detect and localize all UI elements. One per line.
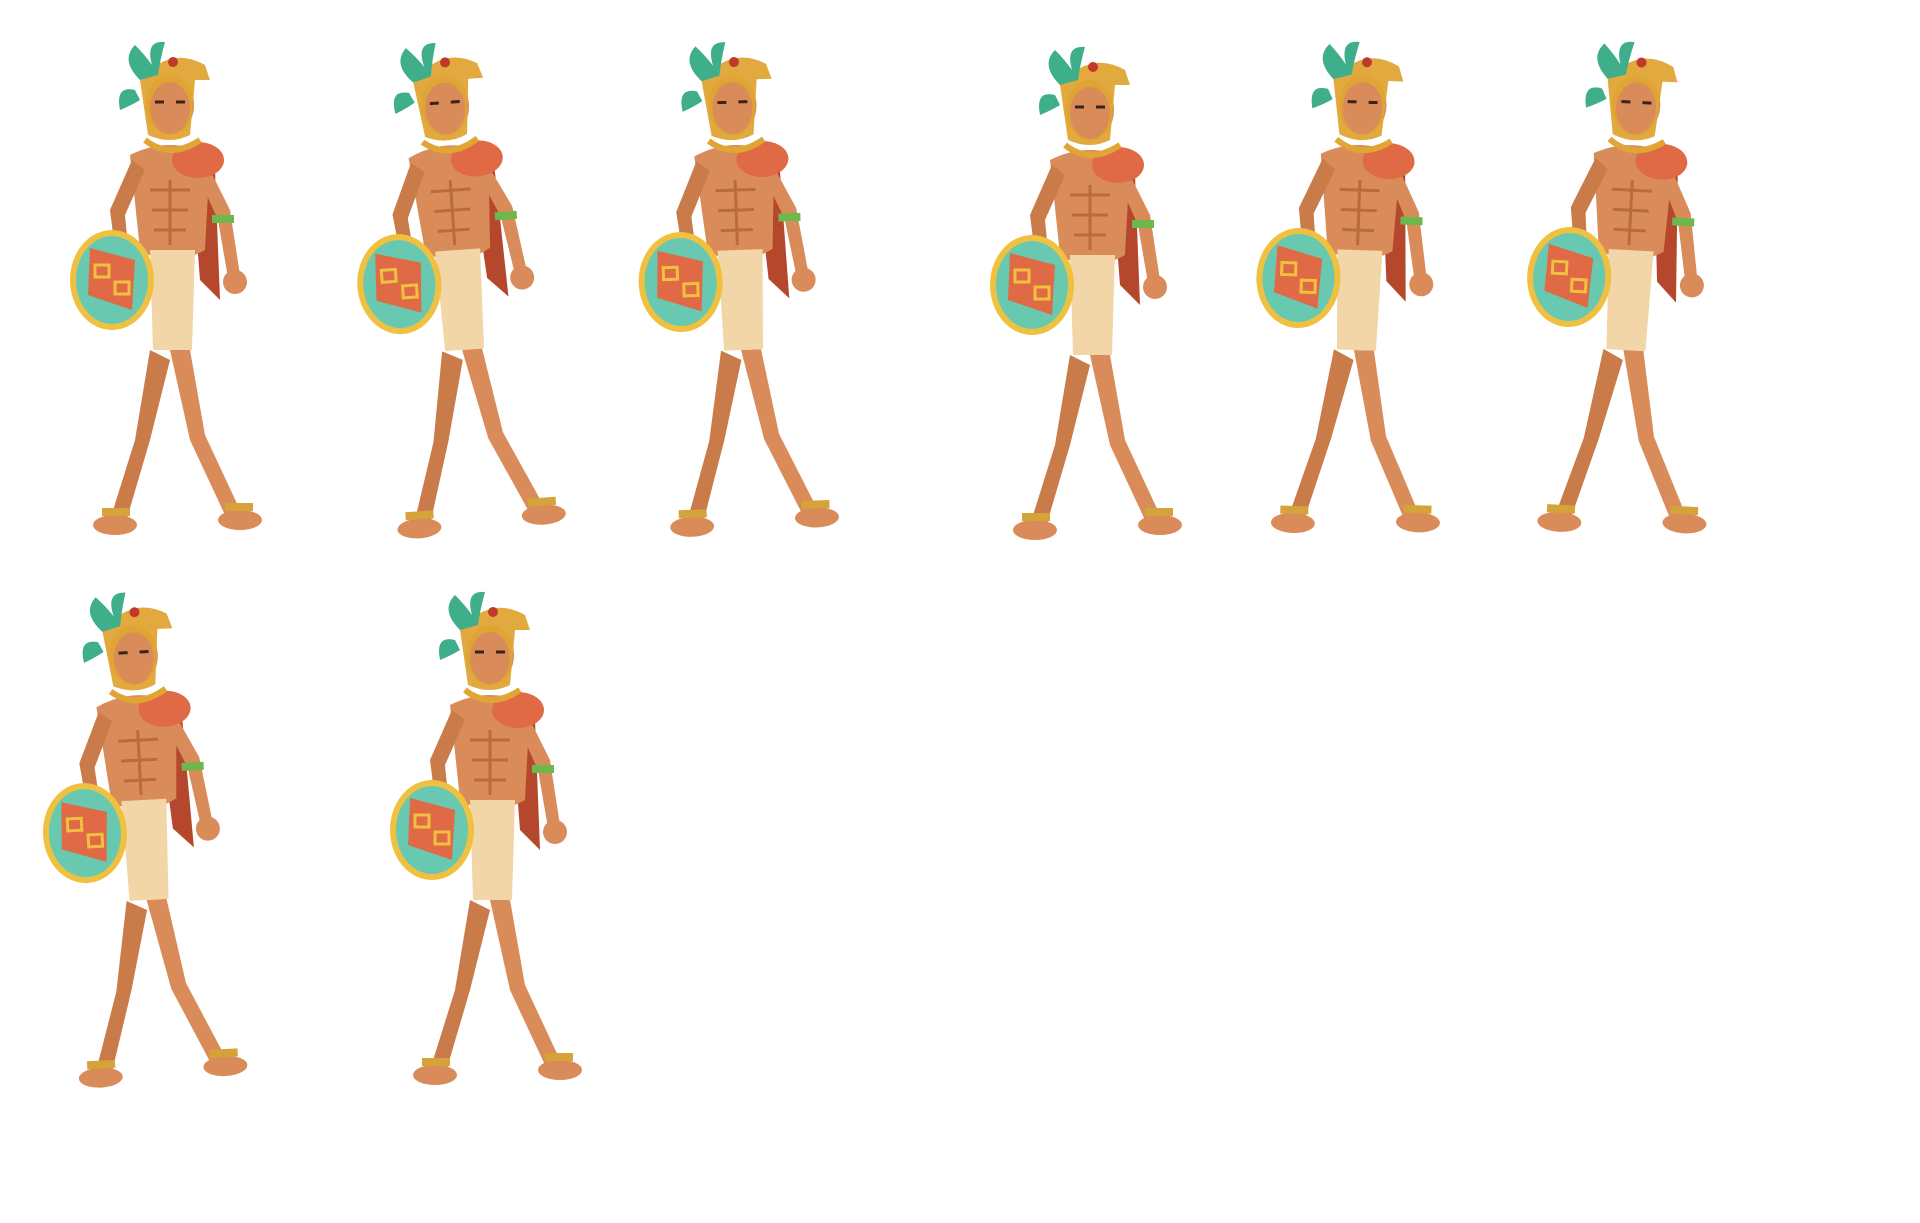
warrior-sprite: [15, 570, 275, 1130]
sprite-frame-walk-2: [330, 20, 590, 580]
warrior-sprite: [960, 20, 1220, 580]
sprite-frame-walk-7: [15, 570, 275, 1130]
warrior-sprite: [1225, 20, 1485, 580]
sprite-frame-walk-1: [40, 20, 300, 580]
sprite-frame-walk-4: [960, 20, 1220, 580]
warrior-sprite: [330, 20, 590, 580]
warrior-sprite: [1495, 20, 1755, 580]
sprite-frame-walk-6: [1495, 20, 1755, 580]
warrior-sprite: [610, 20, 870, 580]
warrior-sprite: [40, 20, 300, 580]
sprite-frame-walk-3: [610, 20, 870, 580]
sprite-frame-walk-8: [360, 570, 620, 1130]
warrior-sprite: [360, 570, 620, 1130]
sprite-frame-walk-5: [1225, 20, 1485, 580]
